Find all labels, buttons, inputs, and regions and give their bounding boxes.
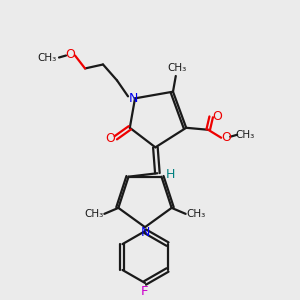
Text: N: N <box>128 92 138 105</box>
Text: CH₃: CH₃ <box>186 209 205 219</box>
Text: CH₃: CH₃ <box>85 209 104 219</box>
Text: CH₃: CH₃ <box>167 63 186 73</box>
Text: O: O <box>105 132 115 145</box>
Text: N: N <box>140 226 150 238</box>
Text: O: O <box>221 131 231 144</box>
Text: O: O <box>212 110 222 123</box>
Text: H: H <box>166 168 175 181</box>
Text: O: O <box>65 48 75 61</box>
Text: CH₃: CH₃ <box>38 52 57 62</box>
Text: CH₃: CH₃ <box>236 130 255 140</box>
Text: F: F <box>141 285 149 298</box>
